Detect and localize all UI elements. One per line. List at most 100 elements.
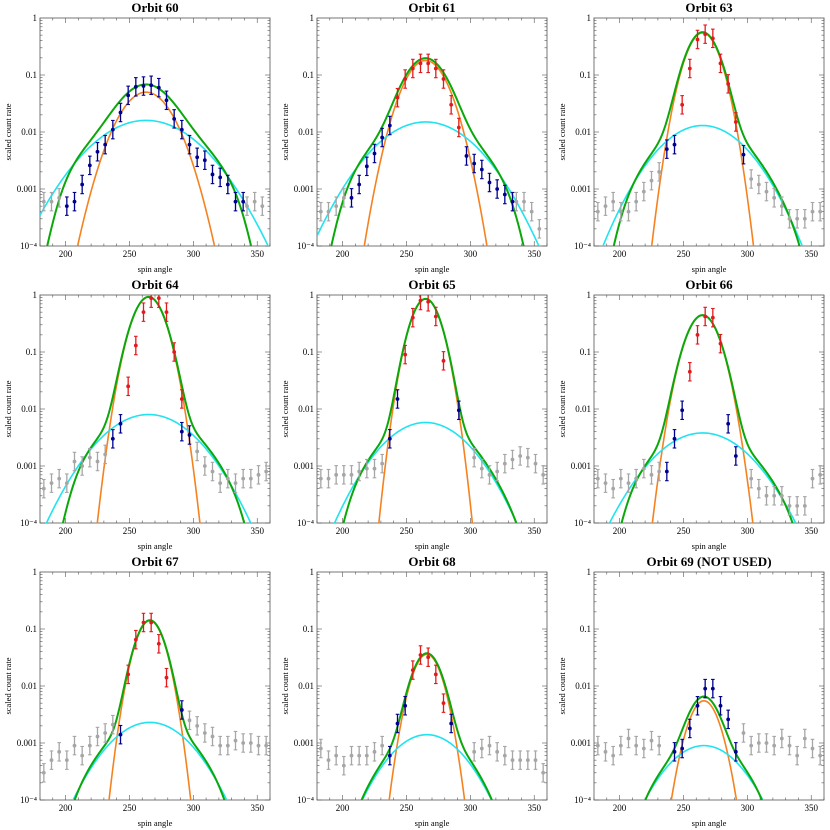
x-tick-label: 200 (59, 803, 73, 813)
data-point-gray (764, 181, 769, 202)
x-tick-label: 300 (741, 803, 755, 813)
data-point-gray (241, 733, 246, 753)
series-line-peak (650, 31, 755, 246)
x-axis-label: spin angle (415, 264, 450, 274)
data-point-gray (479, 738, 484, 759)
data-point-gray (487, 465, 492, 485)
y-tick-label: 10⁻⁴ (297, 518, 314, 528)
data-point-blue (733, 446, 738, 466)
data-point-red (710, 307, 715, 328)
data-point-gray (64, 473, 69, 493)
data-point-blue (179, 700, 184, 720)
y-tick-label: 0.01 (21, 127, 37, 137)
y-tick-label: 0.1 (303, 347, 314, 357)
data-point-red (395, 87, 400, 108)
data-point-gray (649, 730, 654, 751)
series-line-peak (388, 653, 466, 800)
y-tick-label: 1 (587, 290, 592, 300)
data-point-blue (487, 172, 492, 193)
chart-svg: 200 250 300 350 10⁻⁴ 0.001 0.01 0.1 1 Orbit 64 spi… (3, 277, 271, 551)
x-tick-label: 300 (464, 526, 478, 536)
chart-panel: 200 250 300 350 10⁻⁴ 0.001 0.01 0.1 1 Orbit 63 spi… (554, 0, 830, 276)
data-point-gray (657, 461, 662, 482)
data-point-gray (195, 441, 200, 462)
data-point-blue (210, 164, 215, 185)
plot-frame (316, 17, 548, 247)
data-point-red (164, 667, 169, 688)
data-point-gray (802, 209, 807, 229)
data-point-gray (502, 453, 507, 474)
data-point-gray (210, 461, 215, 482)
chart-svg: 200 250 300 350 10⁻⁴ 0.001 0.01 0.1 1 Orbit 63 spi… (557, 0, 825, 274)
data-point-blue (387, 429, 392, 449)
chart-svg: 200 250 300 350 10⁻⁴ 0.001 0.01 0.1 1 Orbit 60 spi… (3, 0, 271, 274)
series-line-total (46, 83, 253, 246)
y-tick-label: 0.1 (303, 624, 314, 634)
y-axis-label: scaled count rate (3, 657, 13, 714)
data-point-gray (529, 201, 534, 222)
data-point-red (703, 306, 708, 327)
y-axis-label: scaled count rate (3, 380, 13, 437)
x-tick-label: 200 (59, 526, 73, 536)
x-axis-label: spin angle (415, 541, 450, 551)
data-point-blue (118, 102, 123, 123)
y-tick-label: 0.01 (298, 404, 314, 414)
data-point-blue (172, 109, 177, 129)
data-point-gray (233, 730, 238, 751)
x-axis-label: spin angle (692, 541, 727, 551)
data-point-blue (187, 425, 192, 445)
data-point-red (426, 647, 431, 667)
data-point-red (126, 376, 131, 397)
data-point-gray (779, 486, 784, 506)
data-point-gray (248, 468, 253, 489)
y-axis-label: scaled count rate (280, 103, 290, 160)
x-tick-label: 300 (187, 526, 201, 536)
x-tick-label: 250 (400, 249, 414, 259)
data-point-gray (334, 196, 339, 216)
data-point-blue (179, 421, 184, 442)
series-line-peak (670, 699, 738, 800)
data-point-gray (618, 468, 623, 489)
y-tick-label: 1 (310, 13, 315, 23)
data-point-blue (387, 745, 392, 766)
x-tick-label: 250 (400, 526, 414, 536)
data-point-blue (164, 90, 169, 111)
data-point-gray (95, 726, 100, 747)
y-tick-label: 0.1 (303, 70, 314, 80)
x-tick-label: 250 (400, 803, 414, 813)
chart-panel: 200 250 300 350 10⁻⁴ 0.001 0.01 0.1 1 Orbit 67 spi… (0, 554, 276, 830)
data-point-red (456, 117, 461, 138)
data-point-blue (118, 724, 123, 745)
data-point-gray (248, 733, 253, 753)
data-point-gray (595, 201, 600, 222)
data-point-red (410, 58, 415, 79)
y-tick-label: 10⁻⁴ (20, 241, 37, 251)
data-point-gray (657, 162, 662, 182)
data-point-gray (49, 191, 54, 212)
chart-panel: 200 250 300 350 10⁻⁴ 0.001 0.01 0.1 1 Orbit 66 spi… (554, 277, 830, 553)
x-tick-label: 200 (613, 526, 627, 536)
data-point-red (126, 664, 131, 685)
data-point-blue (680, 738, 685, 759)
series-line-peak (378, 298, 474, 523)
data-point-gray (518, 446, 523, 466)
x-tick-label: 250 (123, 803, 137, 813)
x-axis-label: spin angle (692, 818, 727, 828)
data-point-gray (95, 451, 100, 472)
series-line-total (612, 31, 801, 246)
data-point-blue (156, 77, 161, 98)
data-point-red (680, 95, 685, 115)
data-point-blue (726, 709, 731, 730)
data-point-gray (103, 723, 108, 743)
data-point-gray (595, 735, 600, 756)
y-tick-label: 0.001 (17, 738, 37, 748)
x-tick-label: 350 (250, 249, 264, 259)
chart-panel: 200 250 300 350 10⁻⁴ 0.001 0.01 0.1 1 Orbit 69 (N… (554, 554, 830, 830)
data-point-gray (649, 465, 654, 485)
y-tick-label: 1 (33, 13, 38, 23)
data-point-gray (634, 468, 639, 489)
data-point-gray (541, 763, 546, 783)
data-point-red (449, 95, 454, 115)
data-point-gray (533, 750, 538, 770)
series-line-total (644, 695, 763, 800)
